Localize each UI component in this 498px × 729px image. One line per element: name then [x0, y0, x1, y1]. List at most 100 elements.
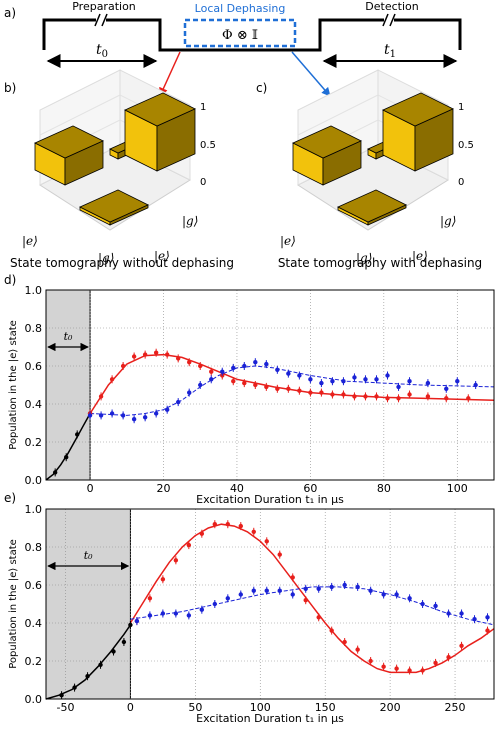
x-tick-label: 80: [377, 482, 391, 495]
blue-data-point: [242, 363, 247, 369]
blue-data-point: [87, 413, 93, 418]
blue-data-point: [394, 592, 399, 597]
tomo-bar-gg-top: [382, 92, 454, 127]
blue-data-point: [120, 413, 126, 418]
red-data-point: [199, 531, 205, 536]
blue-data-point: [153, 411, 159, 416]
blue-data-point: [164, 407, 170, 412]
arrow-to-panel-b: [159, 51, 181, 97]
y-tick-label: 0.4: [25, 617, 43, 630]
red-data-point: [164, 352, 170, 357]
red-data-point: [355, 647, 360, 652]
blue-data-point: [341, 379, 346, 384]
chart-d: d) 0 20 40 60 80 100 0.0 0.2 0.4 0.6 0.8 1.0 t₀ Excit…: [4, 273, 495, 506]
black-data-point: [111, 649, 116, 654]
arrow-to-panel-c: [291, 51, 331, 97]
red-data-point: [175, 356, 181, 361]
x-tick-label: 20: [157, 482, 171, 495]
y-tick-label: 0.6: [25, 360, 43, 373]
blue-data-point: [407, 596, 412, 601]
red-data-point: [238, 523, 243, 529]
t0-shade-label: t₀: [84, 549, 93, 562]
black-data-point: [59, 693, 64, 698]
blue-data-point: [316, 586, 321, 591]
blue-data-point: [264, 588, 269, 593]
blue-data-point: [251, 588, 256, 593]
black-data-point: [63, 455, 69, 460]
red-data-point: [420, 668, 425, 673]
red-data-point: [251, 529, 256, 534]
t0-label: t0: [96, 42, 108, 60]
y-tick-label: 0.0: [25, 693, 43, 706]
panel-a-label: a): [4, 6, 16, 20]
tomo-z-tick: 0: [200, 177, 206, 188]
blue-data-point: [187, 390, 192, 395]
black-data-point: [72, 685, 77, 690]
tomo-z-tick: 0: [458, 177, 464, 188]
tomo-axis-label: |g⟩: [98, 251, 114, 265]
blue-data-point: [330, 379, 335, 384]
blue-data-point: [446, 611, 451, 616]
y-tick-label: 1.0: [25, 503, 43, 516]
black-data-point: [85, 674, 90, 679]
red-data-point: [407, 392, 412, 397]
red-data-point: [142, 352, 148, 357]
blue-fit-curve: [130, 586, 495, 626]
tomo-axis-label: |e⟩: [22, 234, 38, 248]
blue-data-point: [374, 377, 379, 382]
red-data-point: [459, 643, 464, 648]
pulse-sequence-line: [42, 18, 462, 52]
red-data-point: [485, 628, 490, 633]
tomo-bar-ge-top: [79, 189, 149, 223]
red-data-point: [444, 396, 449, 401]
x-tick-label: 0: [127, 701, 134, 714]
red-data-point: [160, 577, 166, 582]
blue-data-point: [433, 603, 438, 609]
blue-data-point: [396, 384, 401, 390]
blue-data-point: [198, 382, 203, 388]
y-tick-label: 0.2: [25, 655, 43, 668]
t0-shaded-region: [45, 289, 91, 481]
tomo-axis-label: |g⟩: [356, 251, 372, 265]
tomo-bar-ge-top: [337, 189, 407, 223]
blue-data-point: [385, 373, 390, 378]
blue-data-point: [425, 380, 431, 386]
blue-data-point: [186, 613, 192, 618]
red-fit-curve: [89, 353, 495, 414]
blue-data-point: [407, 379, 412, 384]
x-tick-label: 60: [303, 482, 317, 495]
blue-data-point: [297, 373, 302, 378]
red-data-point: [187, 360, 192, 365]
blue-data-point: [253, 360, 258, 365]
red-data-point: [120, 363, 126, 369]
blue-data-point: [286, 371, 291, 376]
blue-data-point: [381, 592, 386, 597]
red-data-point: [329, 628, 334, 633]
blue-data-point: [131, 417, 137, 422]
red-data-point: [109, 377, 115, 382]
panel-a: a) Preparation Detection Local Dephasing…: [4, 0, 462, 97]
y-axis-label: Population in the |e⟩ state: [8, 320, 19, 450]
red-data-point: [275, 386, 280, 391]
blue-data-point: [355, 584, 360, 590]
tomo-axis-label: |e⟩: [154, 249, 170, 263]
panel-e-label: e): [4, 491, 16, 505]
panel-c-label: c): [256, 81, 267, 95]
blue-data-point: [459, 611, 464, 616]
red-data-point: [368, 658, 373, 664]
red-data-point: [466, 396, 471, 401]
blue-data-point: [264, 361, 269, 367]
y-tick-label: 0.6: [25, 579, 43, 592]
red-data-point: [381, 664, 386, 669]
blue-data-point: [209, 377, 214, 382]
chart-e: e) -50 0 50 100 150 200 250 0.0 0.2 0.4 0.6 0.8 1.0 t…: [4, 491, 495, 725]
red-data-point: [407, 668, 412, 673]
blue-data-point: [277, 588, 282, 593]
blue-data-point: [342, 582, 347, 588]
blue-data-point: [352, 375, 357, 380]
red-data-point: [98, 394, 104, 399]
dephasing-box: [183, 18, 297, 48]
plot-frame: [45, 289, 495, 481]
red-data-point: [147, 596, 153, 601]
black-fit-curve: [45, 413, 91, 481]
